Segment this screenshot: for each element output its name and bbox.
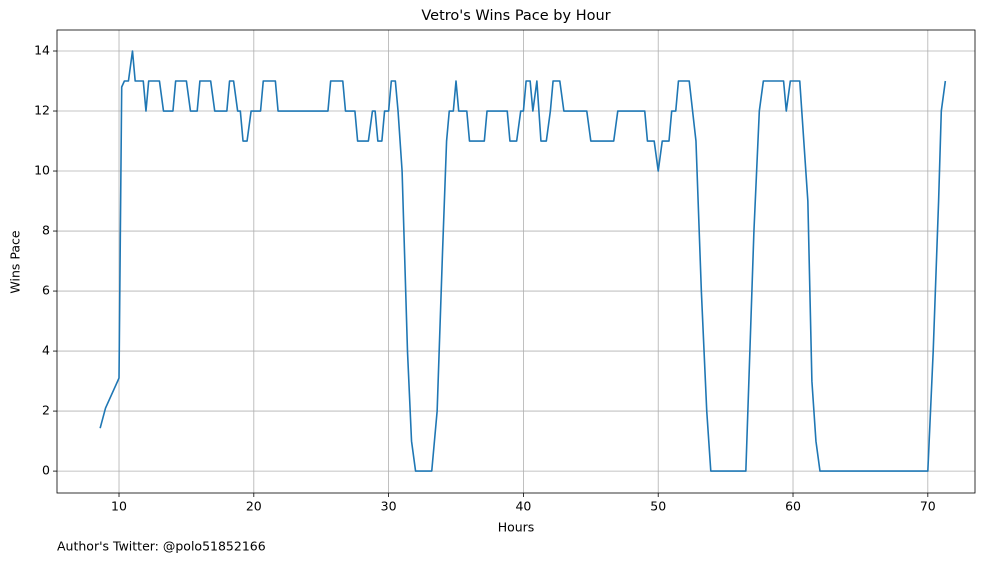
x-tick-label: 30 [381, 499, 397, 514]
y-tick-label: 4 [42, 343, 50, 358]
annotation: Author's Twitter: @polo51852166 [57, 539, 266, 554]
x-tick-label: 70 [920, 499, 936, 514]
y-tick-label: 8 [42, 223, 50, 238]
plot-frame [56, 29, 976, 494]
x-axis-label: Hours [498, 520, 535, 535]
x-tick-label: 60 [785, 499, 801, 514]
y-tick-label: 6 [42, 283, 50, 298]
y-tick-label: 0 [42, 463, 50, 478]
y-tick-label: 12 [34, 103, 50, 118]
data-line [99, 50, 947, 472]
y-tick-label: 2 [42, 403, 50, 418]
y-tick-label: 10 [34, 163, 50, 178]
y-tick-label: 14 [34, 43, 50, 58]
x-tick-label: 20 [246, 499, 262, 514]
chart-title: Vetro's Wins Pace by Hour [421, 8, 610, 24]
x-tick-label: 10 [111, 499, 127, 514]
x-tick-label: 40 [515, 499, 531, 514]
x-tick-label: 50 [650, 499, 666, 514]
y-axis-label: Wins Pace [8, 230, 23, 293]
